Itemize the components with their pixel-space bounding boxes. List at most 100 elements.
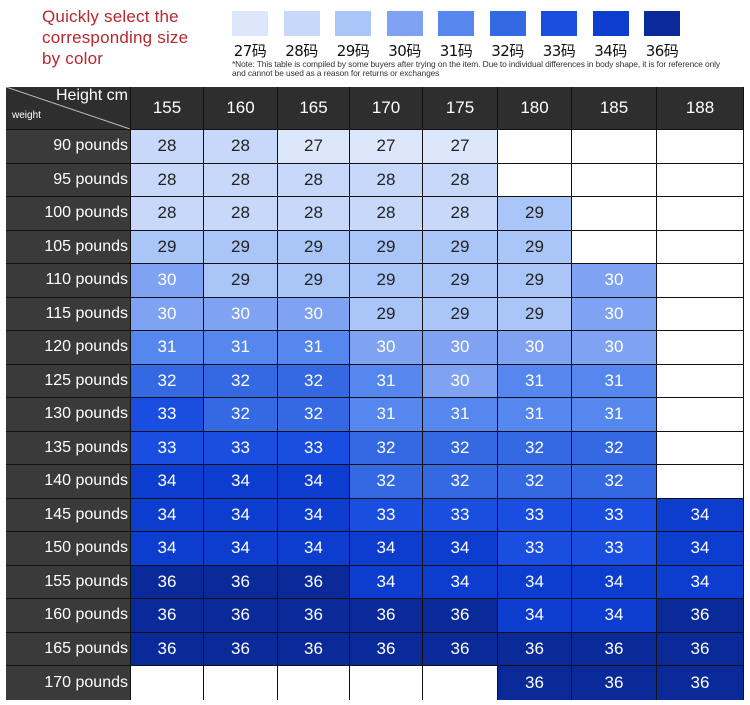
size-cell: 33 bbox=[423, 498, 497, 531]
size-cell: 34 bbox=[350, 565, 422, 598]
size-cell: 28 bbox=[131, 197, 203, 230]
size-cell: 29 bbox=[498, 264, 571, 297]
size-cell: 29 bbox=[350, 230, 422, 263]
corner-label-height: Height cm bbox=[55, 87, 128, 104]
size-cell: 29 bbox=[423, 264, 497, 297]
size-cell: 28 bbox=[204, 130, 277, 163]
weight-row-header: 170 pounds bbox=[6, 666, 130, 700]
size-cell bbox=[572, 163, 656, 196]
legend-swatch bbox=[438, 11, 474, 36]
weight-row-header: 130 pounds bbox=[6, 398, 130, 431]
size-cell: 28 bbox=[350, 163, 422, 196]
weight-row-header: 150 pounds bbox=[6, 532, 130, 565]
size-cell: 34 bbox=[498, 599, 571, 632]
size-cell: 28 bbox=[204, 197, 277, 230]
size-cell: 32 bbox=[572, 431, 656, 464]
weight-row-header: 165 pounds bbox=[6, 632, 130, 665]
weight-row-header: 160 pounds bbox=[6, 599, 130, 632]
size-cell: 32 bbox=[278, 364, 349, 397]
size-cell: 29 bbox=[423, 230, 497, 263]
size-cell bbox=[657, 230, 743, 263]
size-cell: 31 bbox=[572, 364, 656, 397]
size-cell: 28 bbox=[350, 197, 422, 230]
height-header: 170 bbox=[350, 87, 422, 129]
size-cell: 31 bbox=[350, 364, 422, 397]
size-cell bbox=[657, 197, 743, 230]
size-cell: 36 bbox=[204, 565, 277, 598]
size-cell: 30 bbox=[131, 297, 203, 330]
size-cell: 27 bbox=[350, 130, 422, 163]
size-cell: 31 bbox=[498, 398, 571, 431]
size-cell: 32 bbox=[423, 465, 497, 498]
size-cell: 31 bbox=[204, 331, 277, 364]
size-cell: 36 bbox=[204, 599, 277, 632]
disclaimer-note: *Note: This table is compiled by some bu… bbox=[232, 59, 720, 78]
height-header: 188 bbox=[657, 87, 743, 129]
legend-item: 34码 bbox=[581, 11, 641, 61]
size-cell: 31 bbox=[278, 331, 349, 364]
weight-row-header: 125 pounds bbox=[6, 364, 130, 397]
size-cell: 31 bbox=[498, 364, 571, 397]
table-corner-header: Height cm weight bbox=[6, 87, 130, 129]
weight-row-header: 145 pounds bbox=[6, 498, 130, 531]
size-cell: 36 bbox=[131, 599, 203, 632]
size-chart-table: Height cm weight 155 160 165 170 175 180 185 188 9… bbox=[6, 87, 744, 700]
height-header: 165 bbox=[278, 87, 349, 129]
legend-item: 33码 bbox=[529, 11, 589, 61]
size-cell: 30 bbox=[204, 297, 277, 330]
size-cell: 33 bbox=[498, 532, 571, 565]
size-cell: 36 bbox=[350, 632, 422, 665]
size-cell: 33 bbox=[572, 498, 656, 531]
legend-swatch bbox=[232, 11, 268, 36]
legend-swatch bbox=[489, 11, 526, 36]
size-cell: 29 bbox=[423, 297, 497, 330]
size-cell: 31 bbox=[131, 331, 203, 364]
size-cell: 32 bbox=[204, 398, 277, 431]
size-cell: 36 bbox=[657, 666, 743, 700]
size-cell: 34 bbox=[204, 532, 277, 565]
height-header: 175 bbox=[423, 87, 497, 129]
size-cell bbox=[572, 130, 656, 163]
size-cell: 31 bbox=[572, 398, 656, 431]
size-cell: 33 bbox=[278, 431, 349, 464]
weight-row-header: 105 pounds bbox=[6, 230, 130, 263]
size-cell: 34 bbox=[278, 465, 349, 498]
size-cell: 36 bbox=[350, 599, 422, 632]
size-cell: 30 bbox=[350, 331, 422, 364]
size-cell: 28 bbox=[204, 163, 277, 196]
size-cell: 28 bbox=[423, 197, 497, 230]
size-cell: 36 bbox=[131, 632, 203, 665]
size-cell: 32 bbox=[278, 398, 349, 431]
size-cell: 32 bbox=[204, 364, 277, 397]
size-cell: 31 bbox=[423, 398, 497, 431]
size-cell: 34 bbox=[657, 532, 743, 565]
size-cell bbox=[657, 130, 743, 163]
size-cell: 32 bbox=[572, 465, 656, 498]
weight-row-header: 115 pounds bbox=[6, 297, 130, 330]
size-cell: 29 bbox=[498, 197, 571, 230]
size-cell: 30 bbox=[498, 331, 571, 364]
size-cell: 29 bbox=[204, 230, 277, 263]
size-cell bbox=[657, 331, 743, 364]
size-cell: 31 bbox=[350, 398, 422, 431]
size-cell: 28 bbox=[131, 130, 203, 163]
size-cell: 33 bbox=[131, 431, 203, 464]
size-cell: 28 bbox=[131, 163, 203, 196]
size-cell: 30 bbox=[423, 364, 497, 397]
weight-row-header: 135 pounds bbox=[6, 431, 130, 464]
size-cell bbox=[204, 666, 277, 700]
size-cell: 29 bbox=[350, 264, 422, 297]
size-cell: 29 bbox=[498, 297, 571, 330]
size-cell: 32 bbox=[350, 431, 422, 464]
weight-row-header: 140 pounds bbox=[6, 465, 130, 498]
legend-item: 32码 bbox=[478, 11, 538, 61]
size-cell: 28 bbox=[423, 163, 497, 196]
size-cell bbox=[657, 431, 743, 464]
size-cell: 34 bbox=[278, 498, 349, 531]
legend-label: 32码 bbox=[491, 42, 524, 60]
size-cell: 34 bbox=[278, 532, 349, 565]
size-cell: 34 bbox=[423, 565, 497, 598]
legend-swatch bbox=[592, 11, 629, 36]
size-cell bbox=[657, 364, 743, 397]
corner-divider-line bbox=[6, 87, 130, 129]
